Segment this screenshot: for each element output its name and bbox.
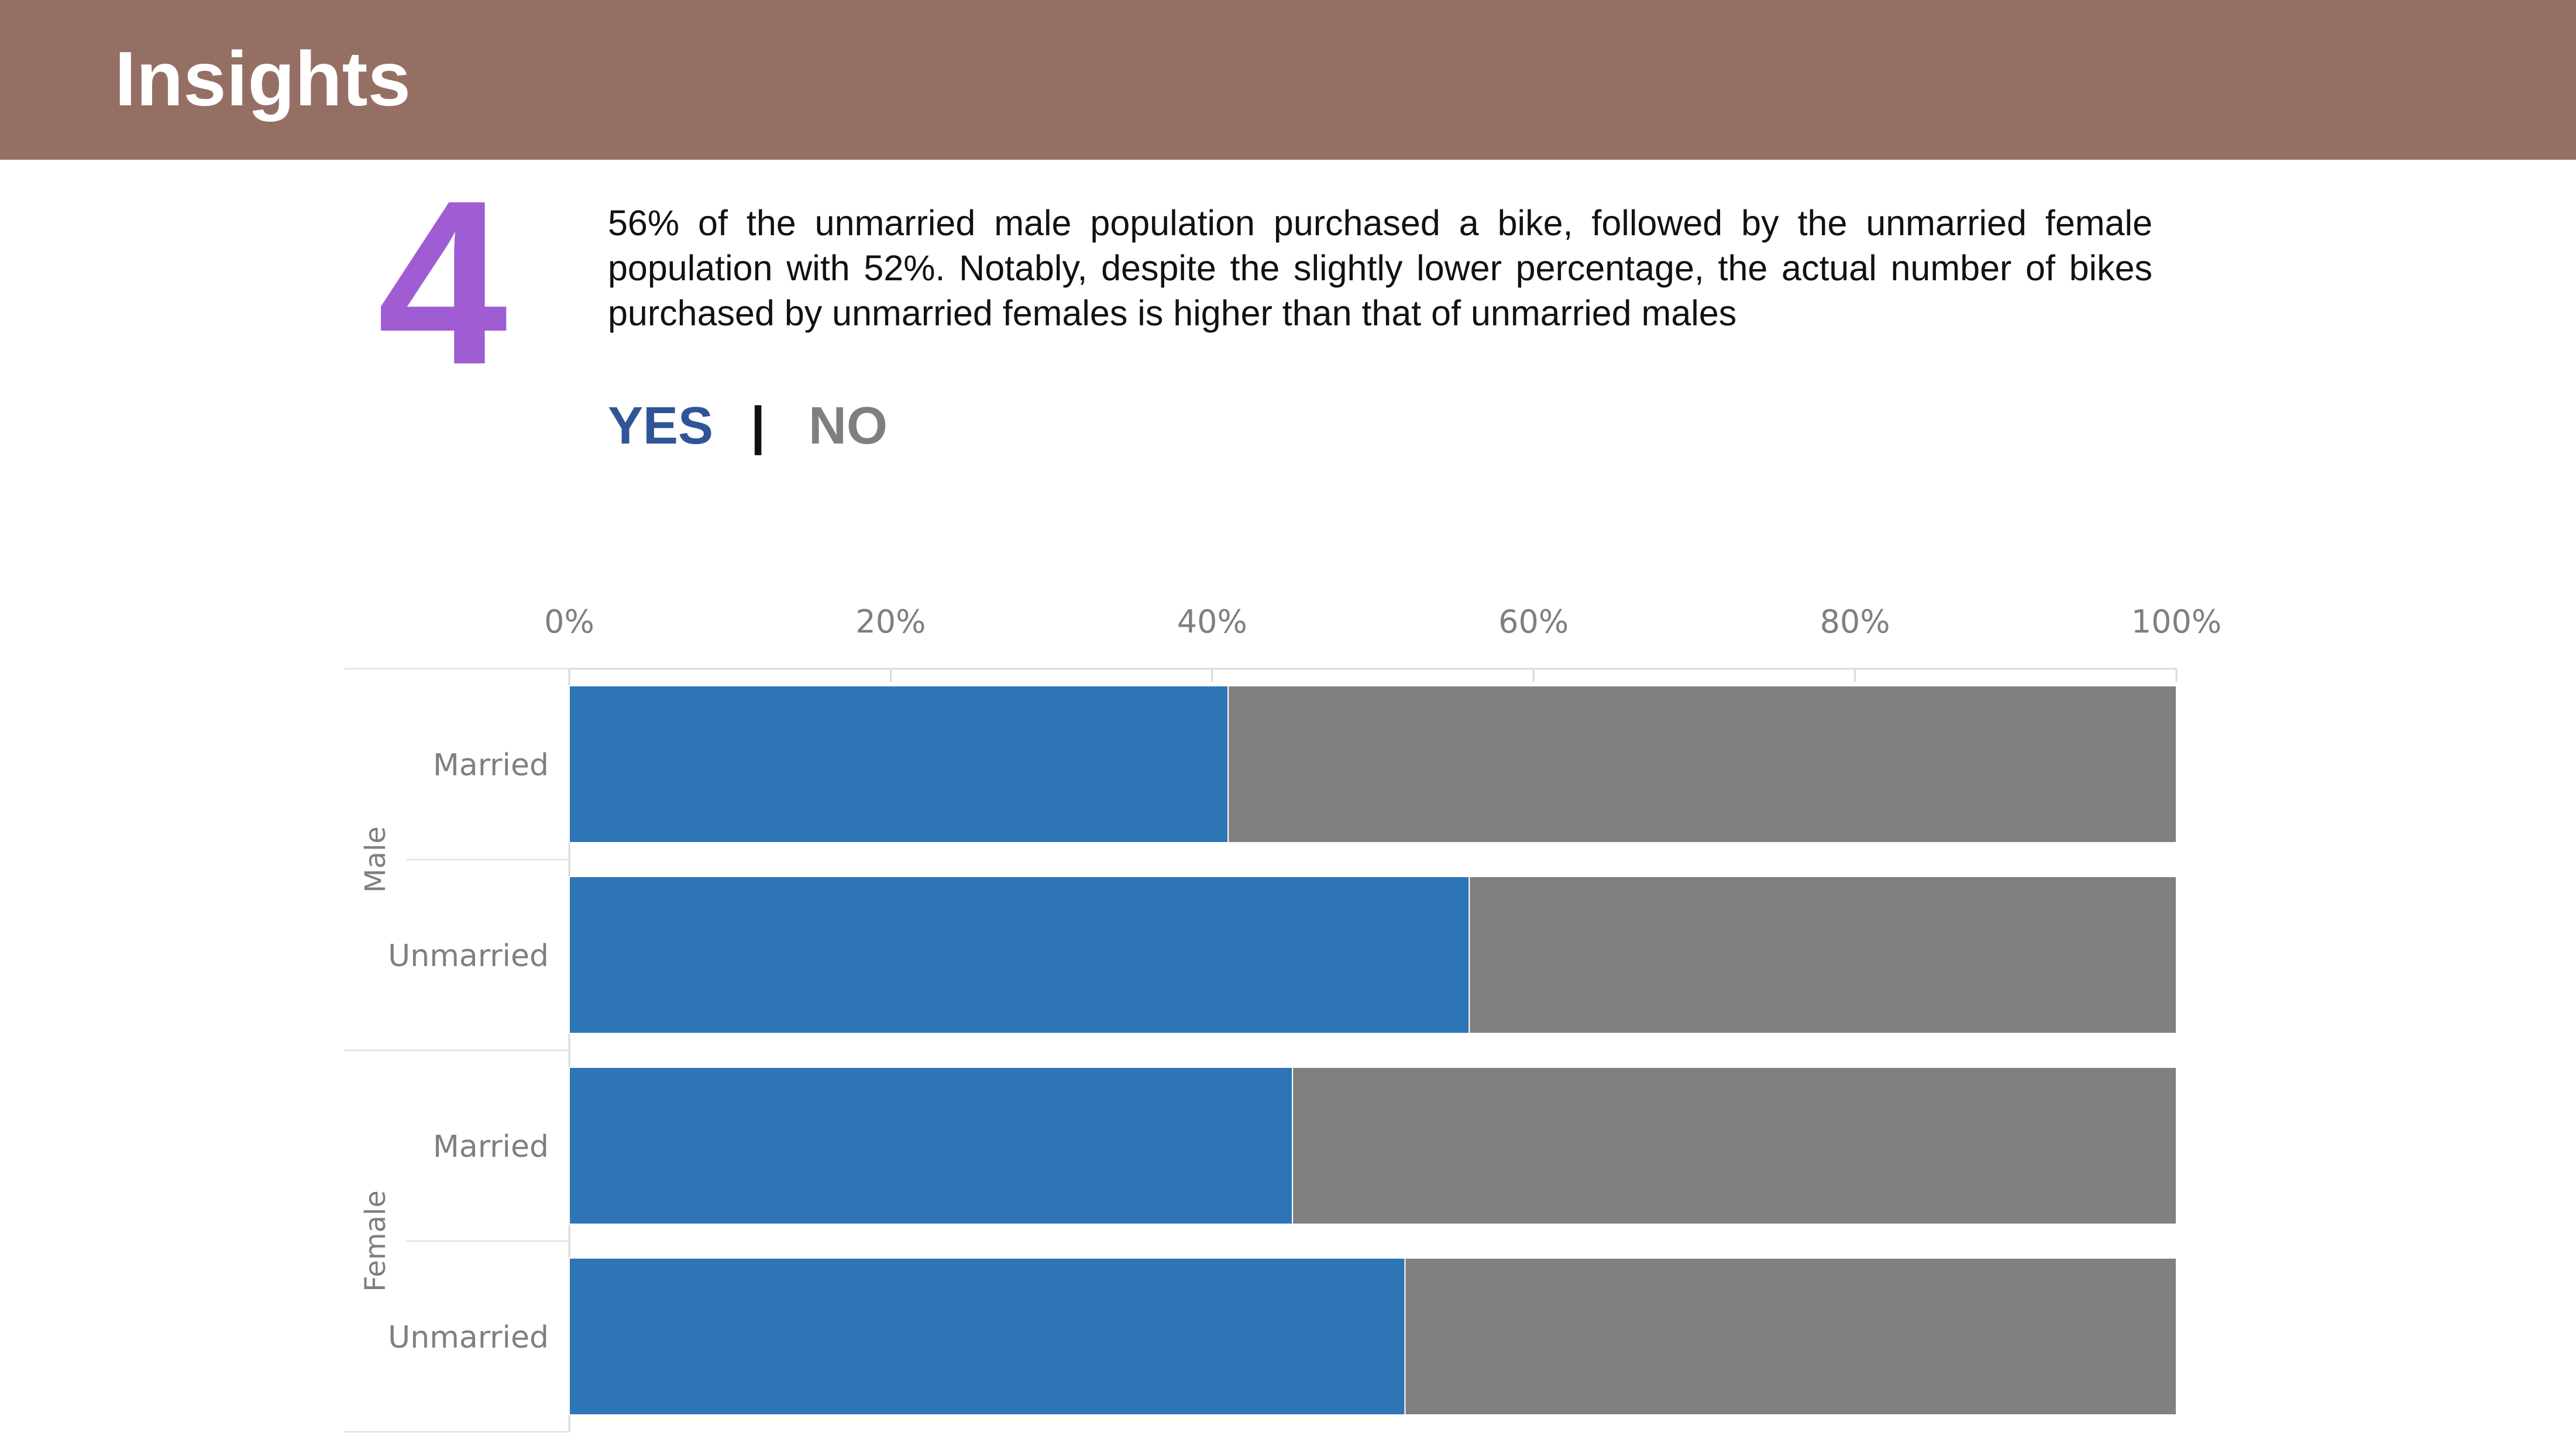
x-tick-label: 80% xyxy=(1820,603,1890,640)
x-tick-label: 40% xyxy=(1177,603,1247,640)
answer-no: NO xyxy=(809,397,888,455)
x-tick-label: 100% xyxy=(2131,603,2221,640)
x-tick-label: 0% xyxy=(544,603,594,640)
category-label: Unmarried xyxy=(388,1320,549,1355)
bar-segment-no xyxy=(1468,876,2178,1034)
x-tick-label: 20% xyxy=(855,603,926,640)
group-label: Male xyxy=(359,826,392,893)
page-title: Insights xyxy=(115,36,411,122)
category-label: Married xyxy=(433,748,549,783)
bar-segment-no xyxy=(1292,1067,2177,1225)
group-label: Female xyxy=(359,1190,392,1292)
bar-segment-yes xyxy=(569,685,1229,843)
bar-segment-no xyxy=(1404,1257,2177,1415)
bar-segment-yes xyxy=(569,1067,1294,1225)
insight-text: 56% of the unmarried male population pur… xyxy=(608,203,2152,333)
category-label: Married xyxy=(433,1129,549,1164)
answer-yes: YES xyxy=(608,397,714,455)
insight-number: 4 xyxy=(377,152,508,413)
bar-segment-yes xyxy=(569,1257,1406,1415)
bar-segment-yes xyxy=(569,876,1470,1034)
bar-segment-no xyxy=(1227,685,2177,843)
x-tick-label: 60% xyxy=(1498,603,1569,640)
category-label: Unmarried xyxy=(388,939,549,974)
header-bar: Insights xyxy=(0,0,2576,160)
answer-separator: | xyxy=(751,397,766,455)
